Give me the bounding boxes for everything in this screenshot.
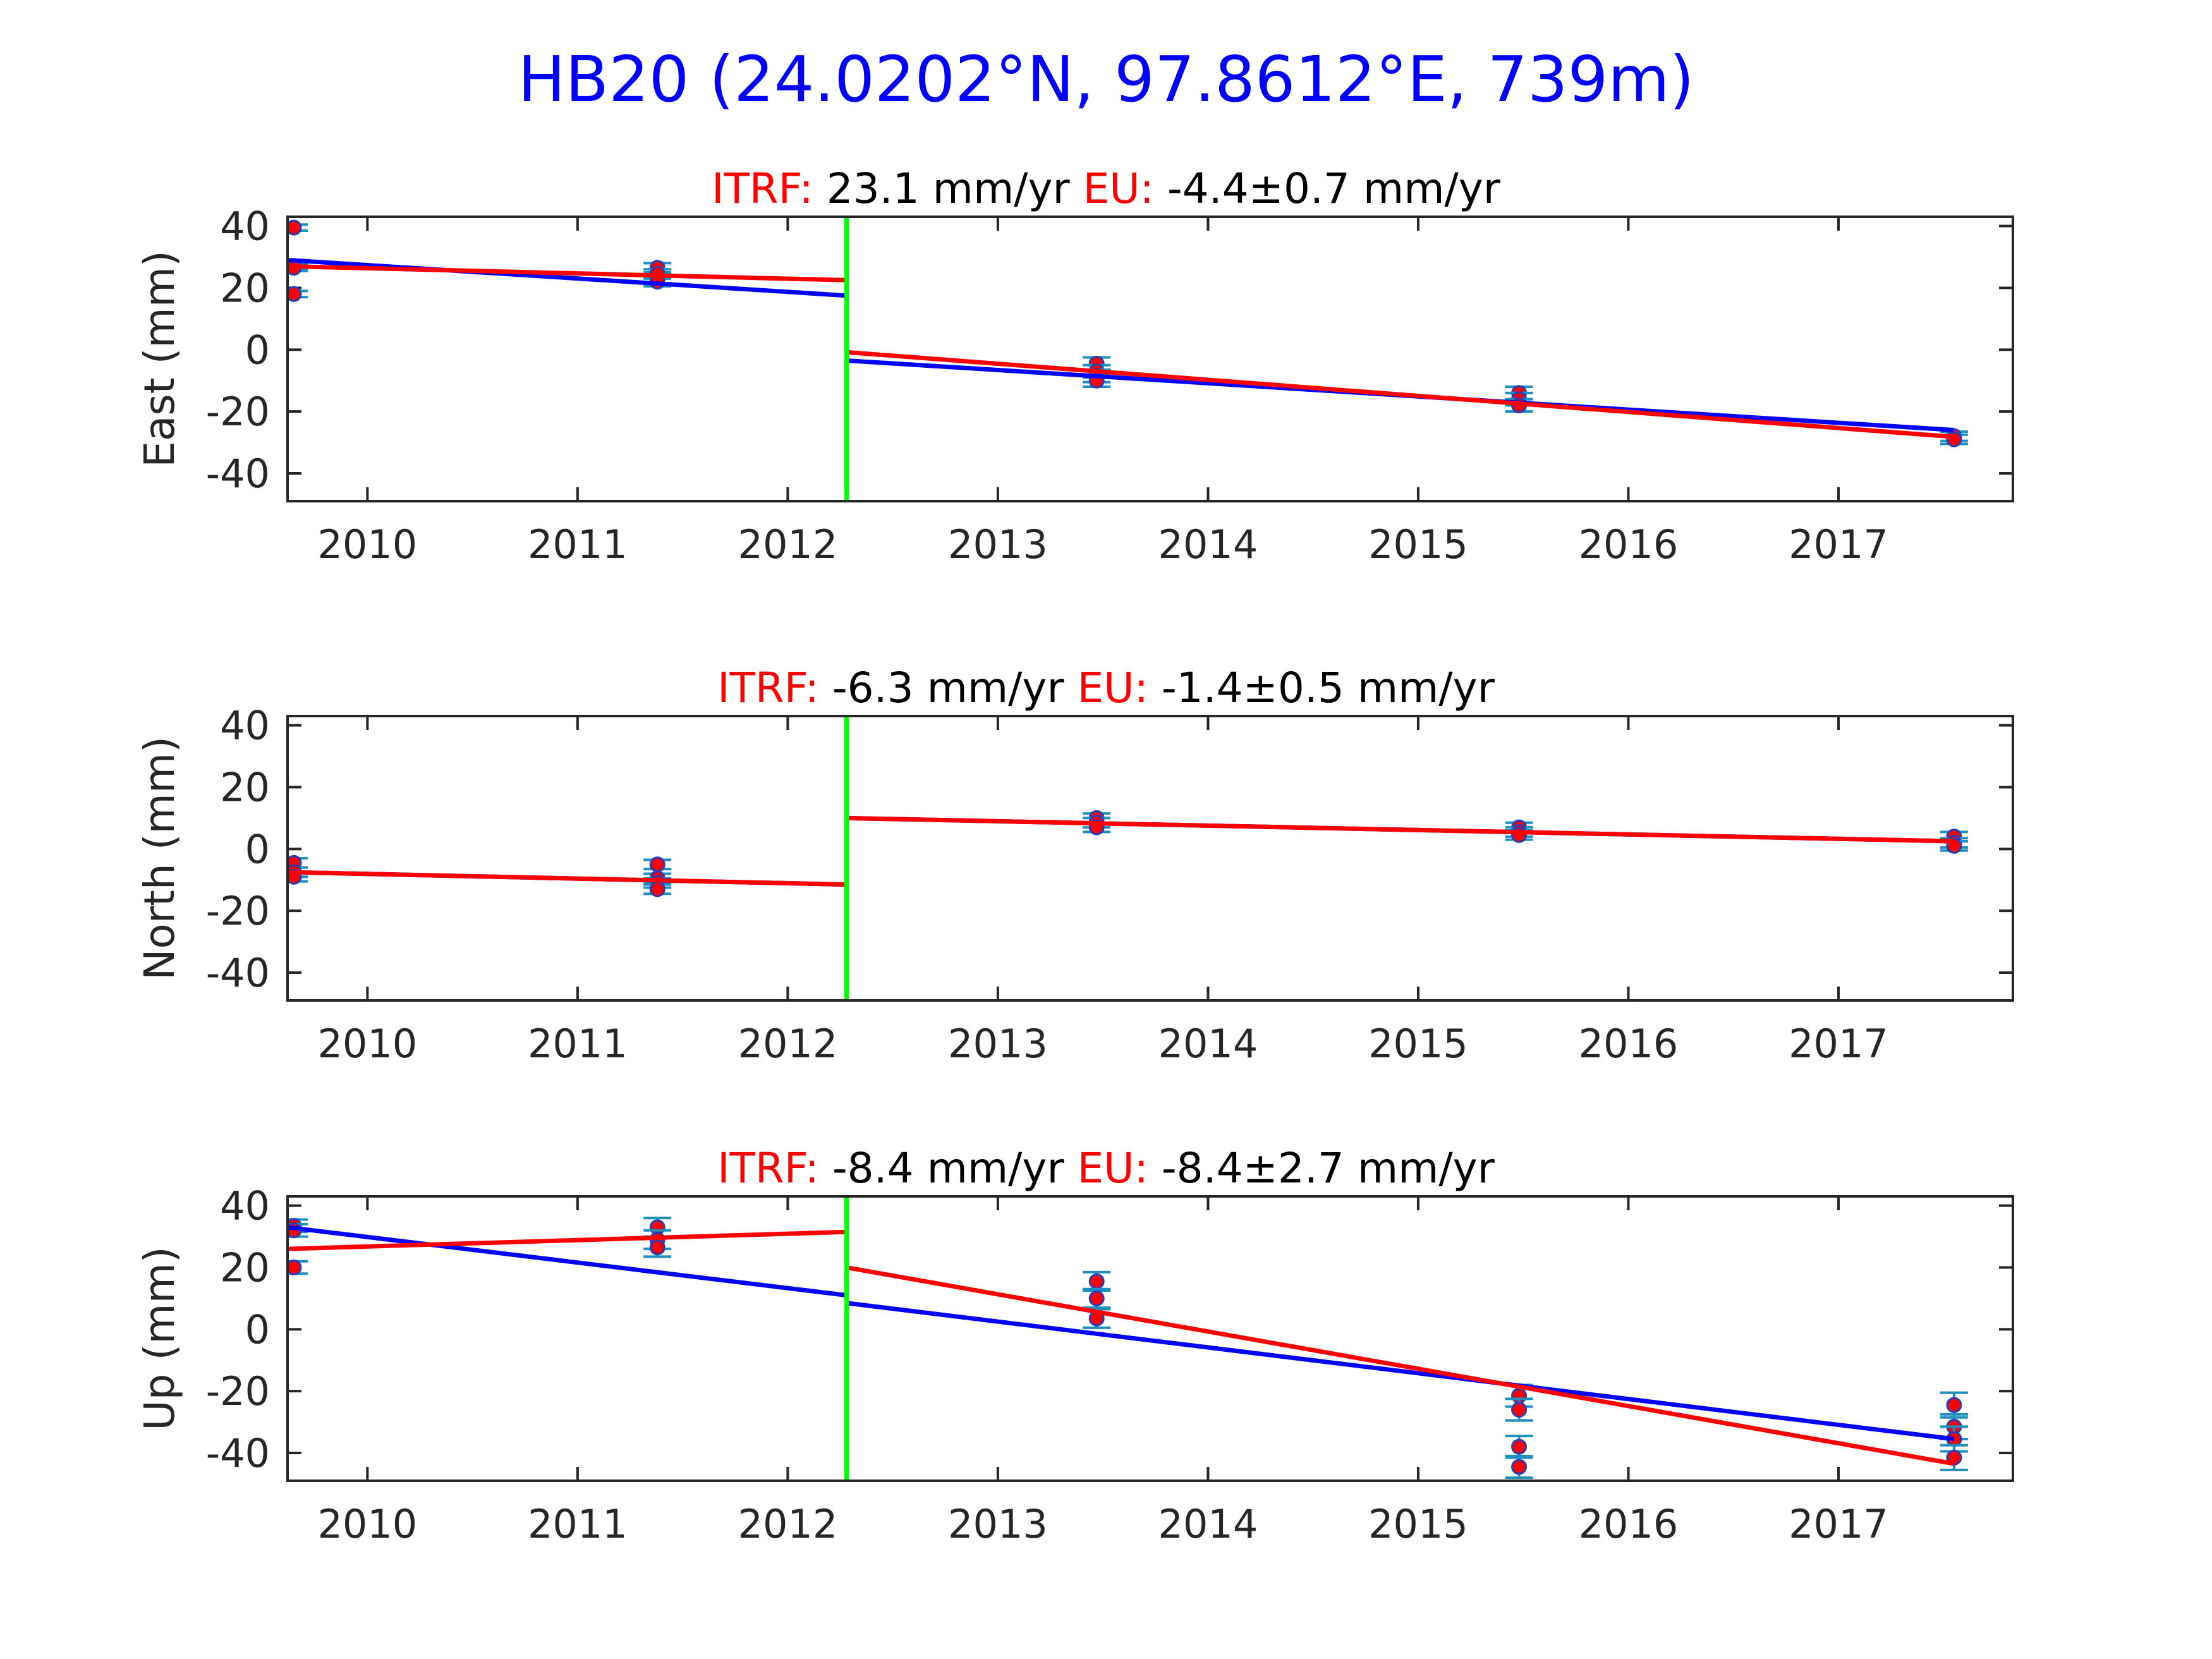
eu-label: EU: bbox=[1078, 1144, 1162, 1193]
itrf-value: -8.4 mm/yr bbox=[832, 1144, 1078, 1193]
red-fit-line bbox=[288, 870, 847, 887]
panels-group: ITRF: 23.1 mm/yr EU: -4.4±0.7 mm/yr East … bbox=[135, 164, 2014, 1547]
x-tick-label: 2013 bbox=[948, 521, 1048, 568]
y-tick-label: 0 bbox=[245, 327, 270, 373]
marker bbox=[288, 286, 302, 302]
x-tick-label: 2012 bbox=[738, 1501, 838, 1547]
marker bbox=[1511, 1438, 1528, 1455]
x-tick-label: 2017 bbox=[1789, 1501, 1888, 1547]
y-tick-label: -20 bbox=[206, 888, 270, 934]
y-tick-label: -20 bbox=[206, 389, 270, 435]
red-fit-line bbox=[288, 264, 847, 283]
marker bbox=[1946, 1397, 1962, 1413]
itrf-value: -6.3 mm/yr bbox=[832, 664, 1078, 712]
y-tick-label: -40 bbox=[206, 451, 270, 497]
x-tick-label: 2012 bbox=[738, 1021, 838, 1067]
plot-area bbox=[288, 810, 1968, 897]
x-tick-label: 2010 bbox=[317, 521, 417, 568]
panel-north: ITRF: -6.3 mm/yr EU: -1.4±0.5 mm/yr North… bbox=[135, 664, 2014, 1067]
y-tick-label: 20 bbox=[220, 765, 270, 811]
x-tick-label: 2017 bbox=[1789, 1021, 1888, 1067]
y-tick-label: -20 bbox=[206, 1368, 270, 1414]
panel-title: ITRF: 23.1 mm/yr EU: -4.4±0.7 mm/yr bbox=[712, 164, 1501, 213]
figure-title: HB20 (24.0202°N, 97.8612°E, 739m) bbox=[518, 42, 1694, 116]
plot-area bbox=[288, 219, 1968, 447]
x-tick-label: 2010 bbox=[317, 1021, 417, 1067]
x-tick-label: 2010 bbox=[317, 1501, 417, 1547]
data-point bbox=[288, 219, 308, 236]
y-tick-label: 40 bbox=[220, 1183, 270, 1229]
x-tick-label: 2014 bbox=[1158, 1021, 1258, 1067]
data-point bbox=[1505, 1454, 1533, 1480]
itrf-label: ITRF: bbox=[717, 1144, 832, 1193]
marker bbox=[288, 1260, 302, 1275]
data-point bbox=[643, 856, 672, 873]
x-tick-label: 2016 bbox=[1579, 1501, 1679, 1547]
marker bbox=[1511, 1402, 1528, 1418]
axes-frame bbox=[286, 216, 2014, 502]
marker bbox=[649, 1239, 665, 1256]
y-tick-label: 0 bbox=[245, 826, 270, 872]
y-tick-label: -40 bbox=[206, 1430, 270, 1476]
x-tick-label: 2015 bbox=[1368, 1501, 1468, 1547]
x-tick-label: 2011 bbox=[528, 1021, 628, 1067]
x-tick-label: 2013 bbox=[948, 1021, 1048, 1067]
y-tick-label: 0 bbox=[245, 1306, 270, 1352]
eu-value: -1.4±0.5 mm/yr bbox=[1162, 664, 1495, 712]
x-tick-label: 2014 bbox=[1158, 521, 1258, 568]
x-tick-label: 2012 bbox=[738, 521, 838, 568]
y-tick-label: 20 bbox=[220, 265, 270, 312]
x-tick-label: 2015 bbox=[1368, 521, 1468, 568]
axes-frame bbox=[286, 715, 2014, 1002]
itrf-value: 23.1 mm/yr bbox=[827, 164, 1083, 213]
panel-title: ITRF: -8.4 mm/yr EU: -8.4±2.7 mm/yr bbox=[717, 1144, 1495, 1193]
data-point bbox=[1083, 1287, 1111, 1310]
blue-fit-line bbox=[846, 1301, 1955, 1442]
y-axis-label: East (mm) bbox=[135, 250, 184, 467]
x-tick-label: 2017 bbox=[1789, 521, 1888, 568]
y-tick-label: 40 bbox=[220, 204, 270, 250]
blue-fit-line bbox=[288, 257, 847, 298]
marker bbox=[1511, 1459, 1528, 1475]
blue-fit-line bbox=[288, 1225, 847, 1297]
data-point bbox=[288, 286, 308, 302]
eu-label: EU: bbox=[1078, 664, 1162, 712]
marker bbox=[649, 856, 665, 873]
eu-value: -8.4±2.7 mm/yr bbox=[1162, 1144, 1495, 1193]
marker bbox=[1088, 1273, 1105, 1290]
marker bbox=[1088, 1290, 1105, 1306]
eu-value: -4.4±0.7 mm/yr bbox=[1167, 164, 1501, 213]
y-axis-label: North (mm) bbox=[135, 736, 184, 980]
red-fit-line bbox=[846, 815, 1954, 844]
red-fit-line bbox=[846, 1265, 1955, 1466]
y-tick-label: -40 bbox=[206, 950, 270, 996]
red-fit-line bbox=[288, 1229, 847, 1251]
x-tick-label: 2011 bbox=[528, 1501, 628, 1547]
data-point bbox=[1505, 1435, 1533, 1459]
eu-label: EU: bbox=[1083, 164, 1167, 213]
x-tick-label: 2016 bbox=[1579, 1021, 1679, 1067]
y-axis-label: Up (mm) bbox=[135, 1246, 184, 1430]
y-tick-label: 40 bbox=[220, 703, 270, 749]
itrf-label: ITRF: bbox=[712, 164, 827, 213]
itrf-label: ITRF: bbox=[717, 664, 832, 712]
data-point bbox=[1940, 431, 1968, 447]
axes-frame bbox=[286, 1195, 2014, 1482]
data-point bbox=[1505, 1397, 1533, 1422]
panel-up: ITRF: -8.4 mm/yr EU: -8.4±2.7 mm/yr Up (m… bbox=[135, 1144, 2014, 1547]
x-tick-label: 2016 bbox=[1579, 521, 1679, 568]
x-tick-label: 2015 bbox=[1368, 1021, 1468, 1067]
panel-east: ITRF: 23.1 mm/yr EU: -4.4±0.7 mm/yr East … bbox=[135, 164, 2014, 568]
red-fit-line bbox=[846, 349, 1955, 439]
x-tick-label: 2013 bbox=[948, 1501, 1048, 1547]
data-point bbox=[288, 1260, 308, 1275]
plot-area bbox=[288, 1217, 1968, 1480]
y-tick-label: 20 bbox=[220, 1245, 270, 1291]
panel-title: ITRF: -6.3 mm/yr EU: -1.4±0.5 mm/yr bbox=[717, 664, 1495, 712]
marker bbox=[288, 219, 302, 236]
x-tick-label: 2014 bbox=[1158, 1501, 1258, 1547]
x-tick-label: 2011 bbox=[528, 521, 628, 568]
marker bbox=[649, 881, 665, 897]
